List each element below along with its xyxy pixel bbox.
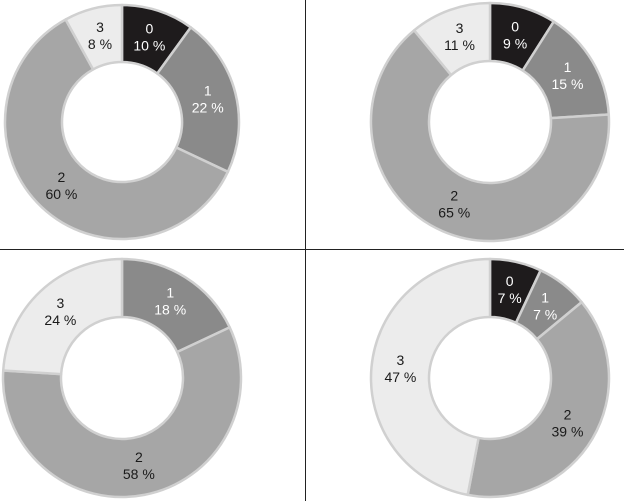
slice-percent-label: 8 % (88, 36, 112, 52)
slice-category-label: 1 (564, 59, 572, 75)
slice-percent-label: 24 % (44, 312, 76, 328)
slice-category-label: 0 (145, 21, 153, 37)
slice-percent-label: 9 % (503, 35, 527, 51)
slice-category-label: 0 (506, 273, 514, 289)
horizontal-divider (0, 249, 624, 250)
slice-category-label: 2 (58, 169, 66, 185)
donut-chart-2: 09 % 115 % 265 % 311 % (369, 1, 611, 243)
slice-percent-label: 10 % (133, 38, 165, 54)
slice-category-label: 2 (135, 449, 143, 465)
slice-2 (3, 18, 230, 241)
slice-2 (1, 326, 243, 499)
slice-percent-label: 47 % (384, 369, 416, 385)
slice-percent-label: 39 % (552, 424, 584, 440)
slice-category-label: 3 (397, 352, 405, 368)
slice-1 (156, 26, 241, 174)
slice-percent-label: 7 % (498, 290, 522, 306)
slice-3 (1, 257, 124, 376)
donut-chart-1: 010 % 122 % 260 % 38 % (3, 3, 241, 241)
vertical-divider (305, 0, 306, 501)
slice-category-label: 1 (166, 285, 174, 301)
slice-2 (369, 29, 611, 243)
slice-category-label: 2 (564, 407, 572, 423)
donut-chart-3: 118 % 258 % 324 % (1, 257, 243, 499)
slice-percent-label: 7 % (533, 307, 557, 323)
slice-percent-label: 60 % (45, 186, 77, 202)
slice-category-label: 3 (96, 19, 104, 35)
slice-3 (369, 257, 492, 497)
slice-percent-label: 15 % (552, 76, 584, 92)
slice-percent-label: 65 % (438, 204, 470, 220)
slice-3 (412, 1, 492, 77)
slice-percent-label: 18 % (154, 302, 186, 318)
donut-chart-4: 07 % 17 %239 %347 % (369, 257, 611, 499)
slice-3 (64, 3, 124, 71)
slice-category-label: 1 (204, 83, 212, 99)
slice-category-label: 3 (456, 20, 464, 36)
slice-category-label: 0 (511, 18, 519, 34)
slice-2 (466, 300, 611, 499)
slice-percent-label: 58 % (123, 466, 155, 482)
slice-percent-label: 22 % (192, 100, 224, 116)
slice-category-label: 2 (450, 187, 458, 203)
slice-category-label: 3 (56, 295, 64, 311)
slice-percent-label: 11 % (444, 37, 475, 53)
slice-category-label: 1 (541, 290, 549, 306)
